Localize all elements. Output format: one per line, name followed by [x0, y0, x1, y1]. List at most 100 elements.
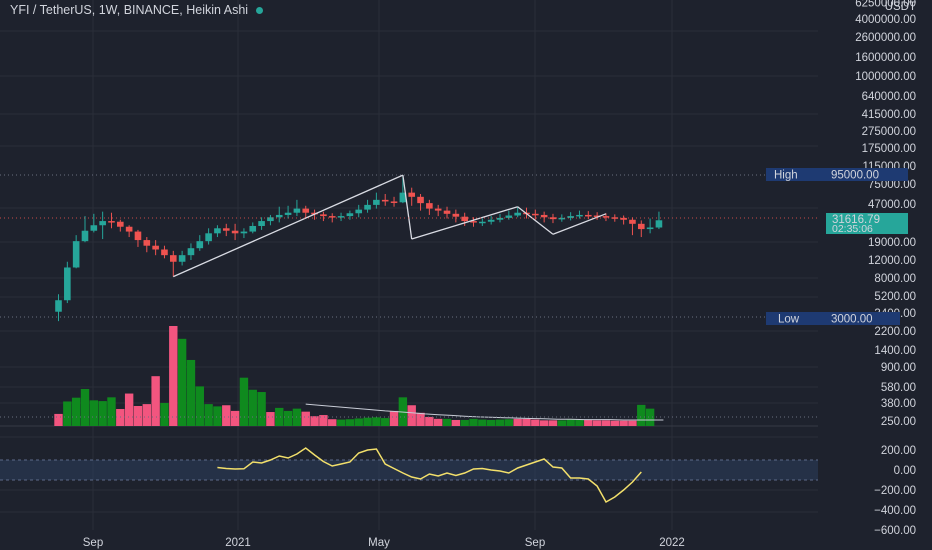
- grid: [0, 0, 818, 530]
- candle-body: [187, 248, 195, 256]
- volume-bar: [89, 400, 99, 426]
- volume-bar: [442, 418, 452, 426]
- volume-bar: [628, 420, 637, 426]
- volume-bar: [548, 420, 558, 426]
- volume-bar: [354, 418, 363, 426]
- candle-body: [249, 225, 257, 232]
- volume-bar: [222, 405, 231, 426]
- candle-body: [64, 267, 71, 301]
- last-price-tag[interactable]: 31616.79 02:35:06: [826, 213, 908, 235]
- candle-body: [629, 219, 636, 224]
- symbol-title-text: YFI / TetherUS, 1W, BINANCE, Heikin Ashi: [10, 3, 249, 17]
- last-price-tag-bg: [826, 213, 908, 234]
- high-marker-bg: [766, 168, 908, 181]
- candle-body: [275, 214, 283, 218]
- volume-bar: [478, 419, 487, 426]
- price-axis-label: 900.00: [881, 362, 916, 374]
- candle-body: [479, 221, 486, 224]
- candle-body: [117, 221, 124, 227]
- volume-bar: [575, 419, 584, 426]
- price-axis-label: 250.00: [881, 416, 916, 428]
- volume-bar: [637, 404, 646, 426]
- candle-body: [169, 255, 177, 262]
- candle-body: [558, 217, 566, 220]
- price-axis[interactable]: USDT 6250000.00 4000000.00 2600000.00 16000…: [855, 0, 916, 428]
- volume-bar: [539, 420, 549, 426]
- price-axis-label: 75000.00: [868, 179, 916, 191]
- bar-countdown: 02:35:06: [832, 223, 873, 235]
- volume-bar: [592, 420, 602, 426]
- candle-body: [81, 230, 89, 242]
- volume-bar: [204, 404, 213, 426]
- candle-body: [470, 221, 477, 223]
- volume-bar: [63, 401, 72, 426]
- volume-bar: [107, 397, 116, 426]
- volume-bar: [495, 419, 505, 426]
- trend-line: [411, 206, 518, 240]
- candle-body: [55, 300, 62, 312]
- candle-body: [205, 233, 212, 242]
- candle-body: [620, 217, 627, 220]
- price-axis-label: 175000.00: [862, 143, 916, 155]
- oscillator-axis[interactable]: 200.00 0.00 −200.00 −400.00 −600.00: [874, 445, 916, 537]
- time-axis-label: Sep: [525, 537, 545, 549]
- volume-bar: [619, 420, 628, 426]
- candle-body: [125, 226, 133, 232]
- volume-bar: [513, 418, 522, 426]
- candle-body: [152, 245, 159, 250]
- volume-bar: [142, 404, 151, 426]
- volume-bar: [116, 409, 125, 426]
- volume-bar: [566, 419, 575, 426]
- volume-bar: [186, 359, 196, 426]
- time-axis-label: Sep: [83, 537, 103, 549]
- volume-bar: [71, 397, 81, 426]
- high-marker[interactable]: High 95000.00: [766, 168, 908, 182]
- candle-body: [72, 241, 80, 268]
- candle-body: [90, 225, 98, 231]
- time-axis[interactable]: Sep 2021 May Sep 2022: [83, 537, 685, 549]
- volume-bar: [407, 405, 416, 426]
- volume-bar: [425, 416, 434, 426]
- time-axis-label: 2022: [659, 537, 685, 549]
- candle-body: [258, 221, 265, 226]
- symbol-title[interactable]: YFI / TetherUS, 1W, BINANCE, Heikin Ashi: [10, 3, 263, 17]
- candle-body: [532, 213, 539, 216]
- oscillator-axis-label: −200.00: [874, 485, 916, 497]
- candle-body: [611, 217, 619, 219]
- volume-bar: [433, 418, 443, 426]
- high-marker-value: 95000.00: [831, 170, 879, 182]
- volume-bar: [336, 419, 346, 426]
- volume-bar: [645, 408, 655, 426]
- low-marker-label: Low: [778, 314, 800, 326]
- volume-bar: [151, 376, 160, 426]
- volume-bar: [230, 410, 240, 426]
- price-axis-unit: USDT: [885, 1, 916, 13]
- price-axis-label: 640000.00: [862, 91, 916, 103]
- candle-body: [284, 212, 292, 215]
- candle-body: [222, 228, 230, 231]
- trend-lines[interactable]: [173, 174, 607, 278]
- price-axis-label: 47000.00: [868, 199, 916, 211]
- volume-bar: [486, 419, 496, 426]
- volume-bar: [133, 406, 143, 426]
- price-axis-label: 5200.00: [874, 291, 916, 303]
- candle-body: [293, 208, 301, 213]
- volume-bar: [328, 419, 337, 426]
- volume-bar: [195, 386, 204, 426]
- volume-bar: [266, 412, 275, 426]
- trend-line: [173, 174, 404, 278]
- candle-body: [399, 192, 407, 203]
- candle-body: [320, 214, 327, 217]
- volume-bar: [283, 410, 293, 426]
- volume-bar: [169, 326, 178, 426]
- candle-body: [196, 241, 204, 249]
- low-marker[interactable]: Low 3000.00: [766, 312, 900, 326]
- volume-bar: [257, 392, 266, 426]
- volume-bar: [98, 401, 107, 426]
- candle-body: [161, 249, 168, 256]
- price-axis-label: 1600000.00: [855, 52, 916, 64]
- candle-body: [496, 217, 504, 220]
- candle-body: [540, 214, 548, 218]
